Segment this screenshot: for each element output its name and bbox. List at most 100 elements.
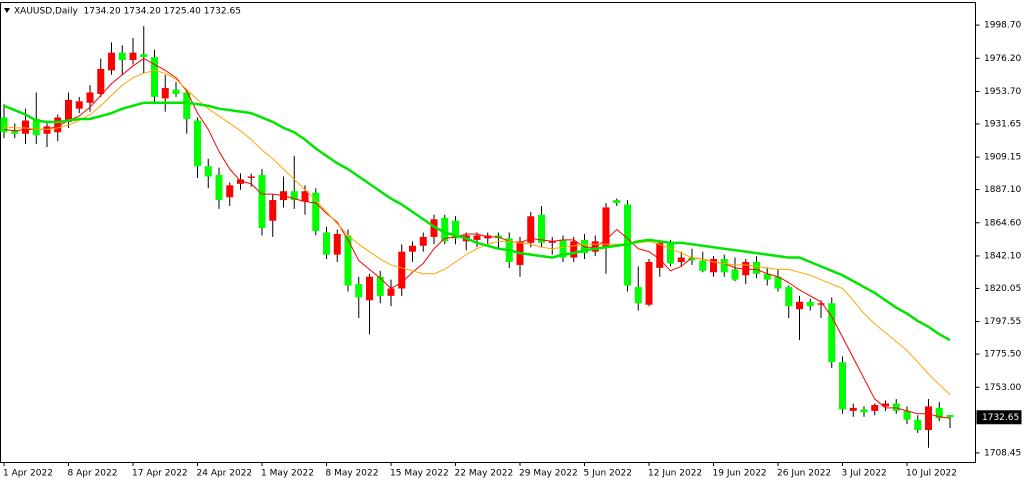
candle-body bbox=[140, 54, 148, 58]
candle-body bbox=[22, 120, 29, 134]
y-tick-label: 1775.50 bbox=[984, 350, 1021, 360]
candle-body bbox=[301, 191, 309, 202]
candle-body bbox=[645, 261, 653, 305]
candle-body bbox=[75, 101, 83, 109]
y-tick-label: 1797.55 bbox=[984, 317, 1021, 327]
x-tick-label: 8 May 2022 bbox=[326, 469, 379, 479]
candle-body bbox=[538, 214, 545, 243]
y-tick-label: 1953.70 bbox=[984, 87, 1021, 97]
candle-body bbox=[355, 284, 363, 298]
candle-body bbox=[204, 166, 212, 177]
candle-body bbox=[570, 241, 578, 258]
candle-body bbox=[699, 260, 707, 271]
candle-body bbox=[785, 287, 793, 307]
candle-body bbox=[925, 406, 932, 431]
y-tick-label: 1864.60 bbox=[984, 218, 1021, 228]
candle-body bbox=[247, 176, 255, 178]
chart-title: XAUUSD,Daily 1734.20 1734.20 1725.40 173… bbox=[14, 7, 241, 17]
candle-body bbox=[323, 232, 330, 255]
candle-body bbox=[97, 68, 105, 94]
candle-body bbox=[183, 92, 191, 120]
candle-body bbox=[796, 301, 803, 310]
y-tick-label: 1708.45 bbox=[984, 448, 1021, 458]
moving-average bbox=[3, 58, 951, 419]
candle-body bbox=[591, 241, 599, 252]
candle-body bbox=[473, 235, 481, 240]
candle-body bbox=[763, 273, 771, 280]
candle-body bbox=[32, 119, 40, 136]
candle-body bbox=[677, 257, 685, 262]
candle-body bbox=[656, 242, 664, 268]
moving-average bbox=[3, 69, 951, 396]
candle-body bbox=[237, 179, 244, 184]
y-tick-label: 1998.70 bbox=[984, 21, 1021, 31]
x-tick-label: 12 Jun 2022 bbox=[648, 469, 702, 479]
y-tick-label: 1820.05 bbox=[984, 284, 1021, 294]
candle-body bbox=[430, 219, 438, 237]
candle-body bbox=[946, 414, 954, 418]
candle-body bbox=[398, 251, 406, 289]
x-tick-label: 5 Jun 2022 bbox=[584, 469, 632, 479]
menu-icon[interactable] bbox=[4, 8, 10, 13]
y-tick-label: 1887.10 bbox=[984, 185, 1021, 195]
x-tick-label: 22 May 2022 bbox=[455, 469, 514, 479]
y-tick-label: 1976.20 bbox=[984, 54, 1021, 64]
candle-body bbox=[290, 191, 298, 201]
candle-body bbox=[817, 303, 825, 305]
candle-body bbox=[849, 407, 857, 411]
candle-body bbox=[581, 239, 588, 254]
candle-body bbox=[344, 235, 352, 286]
candle-body bbox=[634, 287, 642, 304]
candle-body bbox=[452, 220, 459, 239]
x-tick-label: 15 May 2022 bbox=[390, 469, 449, 479]
y-tick-label: 1753.00 bbox=[984, 383, 1021, 393]
candle-body bbox=[194, 120, 201, 167]
candle-body bbox=[269, 200, 277, 221]
x-tick-label: 1 May 2022 bbox=[261, 469, 314, 479]
candle-body bbox=[903, 410, 911, 420]
candle-body bbox=[172, 89, 180, 94]
candle-body bbox=[409, 245, 416, 252]
y-tick-label: 1842.10 bbox=[984, 251, 1021, 261]
moving-average bbox=[3, 101, 951, 342]
candle-body bbox=[86, 92, 94, 103]
candle-body bbox=[258, 175, 266, 229]
y-tick-label: 1931.65 bbox=[984, 119, 1021, 129]
candle-body bbox=[376, 276, 384, 296]
x-tick-label: 10 Jul 2022 bbox=[906, 469, 957, 479]
candle-body bbox=[806, 301, 814, 307]
candle-body bbox=[892, 403, 900, 411]
candle-body bbox=[753, 261, 760, 274]
candle-body bbox=[882, 403, 889, 407]
candle-body bbox=[710, 259, 717, 273]
candle-body bbox=[366, 276, 373, 301]
x-tick-label: 29 May 2022 bbox=[519, 469, 578, 479]
candle-body bbox=[441, 217, 449, 242]
candle-body bbox=[871, 404, 879, 411]
x-tick-label: 8 Apr 2022 bbox=[68, 469, 118, 479]
x-tick-label: 1 Apr 2022 bbox=[3, 469, 53, 479]
candle-body bbox=[54, 117, 62, 133]
candle-body bbox=[839, 362, 846, 410]
x-tick-label: 24 Apr 2022 bbox=[197, 469, 253, 479]
candle-body bbox=[602, 207, 610, 248]
candle-body bbox=[688, 257, 696, 261]
candle-body bbox=[226, 185, 234, 198]
candle-body bbox=[11, 130, 19, 134]
candle-body bbox=[0, 117, 8, 133]
price-label-box bbox=[976, 410, 1022, 425]
candle-body bbox=[419, 236, 427, 246]
candle-body bbox=[161, 88, 169, 99]
candle-body bbox=[548, 241, 556, 243]
candle-body bbox=[527, 216, 535, 243]
candle-body bbox=[731, 269, 739, 280]
x-tick-label: 3 Jul 2022 bbox=[842, 469, 887, 479]
candle-body bbox=[742, 261, 750, 276]
candle-body bbox=[667, 242, 674, 264]
candle-body bbox=[312, 192, 320, 232]
candle-body bbox=[108, 52, 115, 71]
candle-body bbox=[720, 259, 728, 273]
candle-body bbox=[43, 126, 51, 134]
candle-body bbox=[935, 407, 943, 419]
